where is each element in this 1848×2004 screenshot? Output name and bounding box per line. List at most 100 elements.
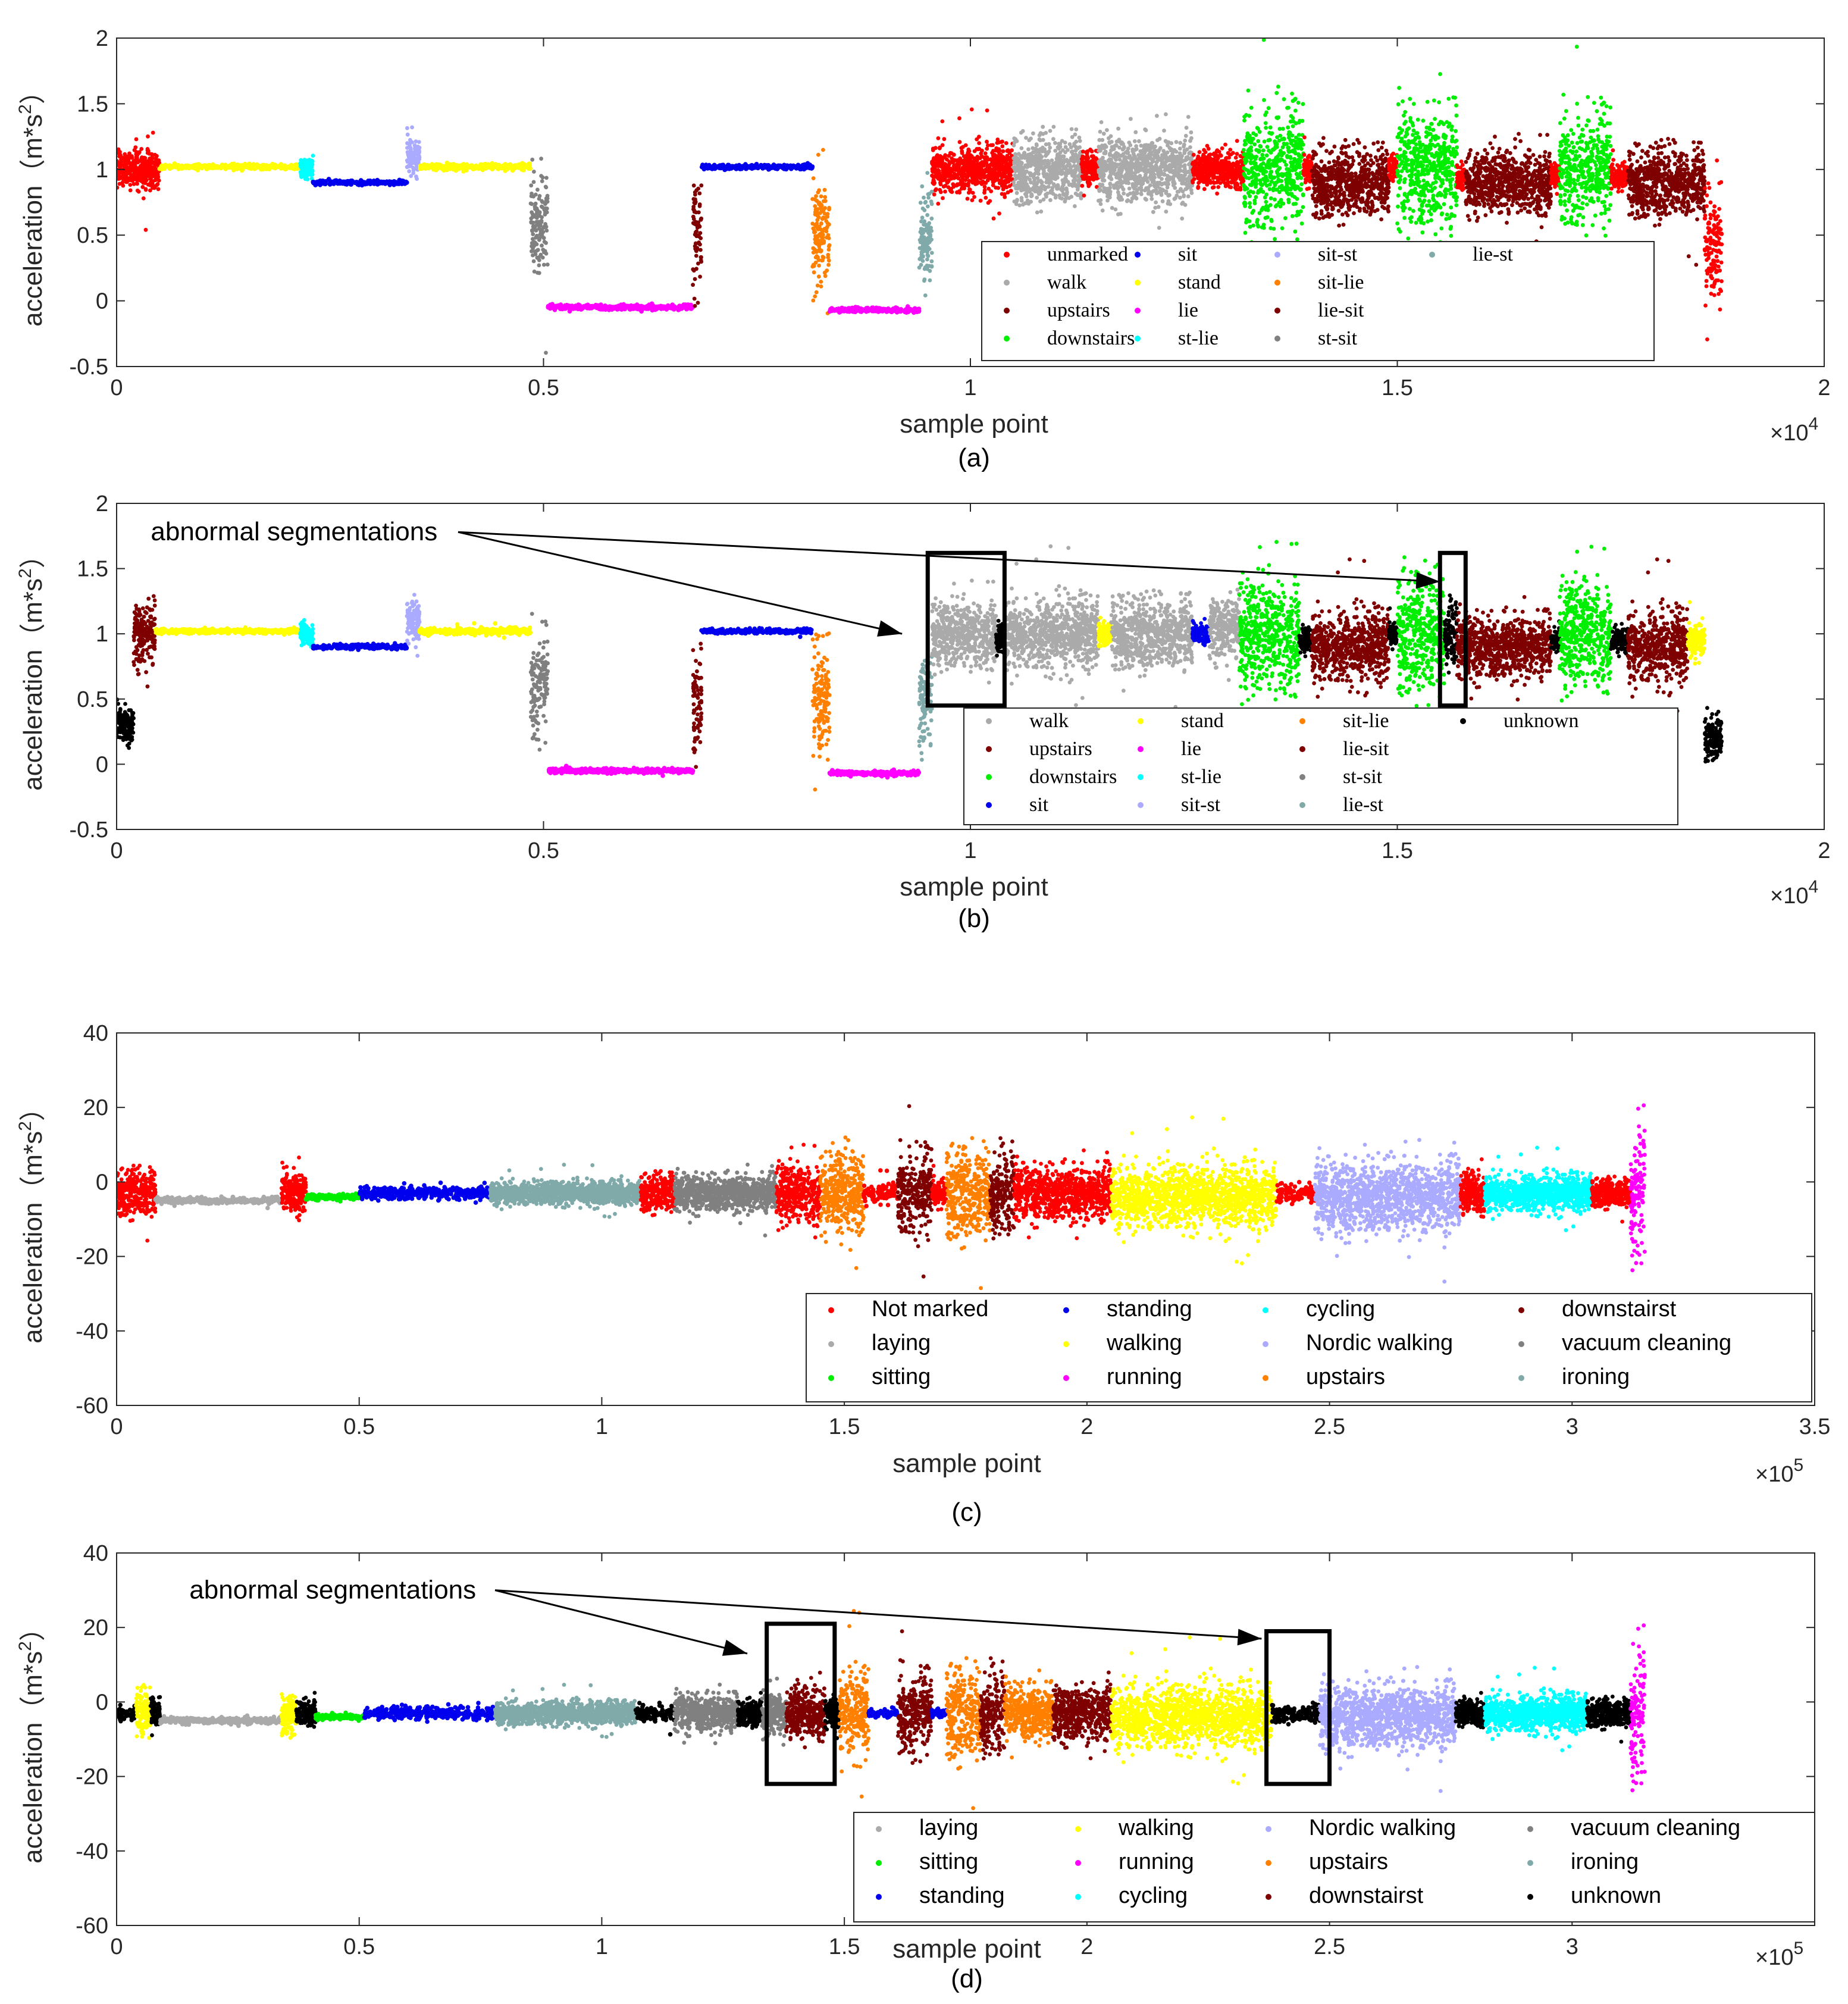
annotation-arrow bbox=[494, 1589, 1262, 1640]
legend-marker bbox=[1138, 718, 1144, 724]
segment-9 bbox=[699, 161, 815, 173]
segment-18 bbox=[1109, 588, 1195, 718]
y-tick-label: 1.5 bbox=[77, 92, 108, 117]
x-axis-label: sample point bbox=[900, 409, 1048, 439]
x-tick-label: 0.5 bbox=[343, 1934, 375, 1959]
segment-21 bbox=[1237, 540, 1301, 721]
x-tick-label: 0 bbox=[110, 1934, 123, 1959]
legend-label: lie-st bbox=[1343, 794, 1384, 816]
legend-marker bbox=[1004, 336, 1010, 342]
legend-label: lie-sit bbox=[1318, 299, 1364, 321]
legend-label: standing bbox=[1107, 1297, 1192, 1322]
legend-box bbox=[853, 1812, 1815, 1922]
x-tick-label: 2 bbox=[1080, 1934, 1093, 1959]
legend-marker bbox=[828, 1375, 834, 1381]
legend-label: Nordic walking bbox=[1306, 1330, 1453, 1355]
segment-20 bbox=[1207, 587, 1242, 682]
legend-label: standing bbox=[919, 1883, 1005, 1908]
segment-24 bbox=[1464, 131, 1553, 243]
y-tick-label: 1 bbox=[96, 158, 108, 183]
segment-4 bbox=[405, 125, 422, 181]
legend-marker bbox=[1063, 1307, 1069, 1313]
annotation-arrow bbox=[458, 531, 1440, 583]
arrow-head bbox=[1237, 1629, 1262, 1646]
legend-label: sit-st bbox=[1318, 243, 1358, 265]
segment-6 bbox=[528, 156, 550, 355]
axes-frame bbox=[116, 1552, 1815, 1926]
legend-label: sit-lie bbox=[1318, 271, 1364, 293]
legend-label: walking bbox=[1118, 1815, 1194, 1840]
segment-3 bbox=[298, 618, 315, 649]
segment-10 bbox=[699, 626, 814, 639]
legend-marker bbox=[1266, 1860, 1271, 1866]
legend-marker bbox=[828, 1307, 834, 1313]
segment-19 bbox=[944, 1656, 982, 1811]
abnormal-box bbox=[1264, 1629, 1332, 1786]
segment-31 bbox=[1625, 557, 1690, 721]
legend-marker bbox=[1518, 1307, 1524, 1313]
x-tick-label: 0.5 bbox=[528, 838, 559, 863]
y-tick-label: -20 bbox=[76, 1765, 108, 1790]
legend-marker bbox=[1263, 1307, 1268, 1313]
y-tick-label: -0.5 bbox=[70, 355, 108, 380]
legend-marker bbox=[1518, 1341, 1524, 1347]
legend-label: downstairs bbox=[1029, 766, 1117, 788]
legend-marker bbox=[986, 718, 992, 724]
panel-caption: (a) bbox=[958, 443, 990, 472]
segment-3 bbox=[311, 177, 409, 188]
segment-7 bbox=[362, 1701, 497, 1724]
segment-17 bbox=[895, 1629, 934, 1765]
segment-14 bbox=[823, 1692, 842, 1740]
segment-27 bbox=[1483, 1665, 1589, 1752]
segment-8 bbox=[774, 1142, 822, 1240]
legend-marker bbox=[1263, 1341, 1268, 1347]
arrow-head bbox=[722, 1639, 748, 1656]
segment-9 bbox=[691, 641, 704, 769]
annotation-label: abnormal segmentations bbox=[151, 517, 437, 546]
y-axis-label: acceleration（m*s2） bbox=[15, 78, 48, 327]
segment-18 bbox=[1313, 1138, 1463, 1284]
annotation-label: abnormal segmentations bbox=[189, 1576, 476, 1605]
legend-marker bbox=[1266, 1826, 1271, 1832]
legend-label: lie bbox=[1181, 738, 1201, 760]
legend-label: st-sit bbox=[1343, 766, 1383, 788]
segment-28 bbox=[1625, 137, 1707, 267]
segment-4 bbox=[311, 641, 409, 652]
y-tick-label: 20 bbox=[83, 1095, 108, 1120]
y-tick-label: 2 bbox=[96, 491, 108, 516]
y-tick-label: -40 bbox=[76, 1839, 108, 1864]
x-tick-label: 0 bbox=[110, 838, 123, 863]
x-axis-label: sample point bbox=[900, 872, 1048, 901]
y-tick-label: 40 bbox=[83, 1541, 108, 1566]
segment-19 bbox=[1458, 1157, 1487, 1219]
legend-label: downstairs bbox=[1047, 327, 1135, 349]
legend-label: ironing bbox=[1562, 1364, 1630, 1389]
segment-8 bbox=[691, 183, 704, 308]
y-tick-label: -0.5 bbox=[70, 818, 108, 843]
segment-11 bbox=[827, 304, 922, 315]
legend-label: lie bbox=[1178, 299, 1198, 321]
legend-label: vacuum cleaning bbox=[1562, 1330, 1731, 1355]
x-tick-label: 2.5 bbox=[1314, 1934, 1345, 1959]
x-tick-label: 1.5 bbox=[829, 1414, 860, 1439]
legend-label: st-lie bbox=[1178, 327, 1219, 349]
segment-11 bbox=[810, 631, 832, 792]
arrow-head bbox=[1415, 572, 1440, 589]
segment-4 bbox=[357, 1181, 493, 1205]
legend-marker bbox=[876, 1894, 882, 1900]
y-tick-label: 0.5 bbox=[77, 223, 108, 248]
legend-label: Not marked bbox=[872, 1297, 988, 1322]
legend-marker bbox=[1075, 1860, 1081, 1866]
panel-caption: (c) bbox=[951, 1498, 982, 1527]
legend-label: laying bbox=[872, 1330, 931, 1355]
legend-label: ironing bbox=[1571, 1849, 1639, 1874]
y-tick-label: -60 bbox=[76, 1914, 108, 1939]
legend-marker bbox=[1299, 718, 1305, 724]
panel-caption: (b) bbox=[958, 904, 990, 933]
segment-2 bbox=[148, 1695, 162, 1737]
segment-8 bbox=[493, 1683, 638, 1739]
legend-label: sit-lie bbox=[1343, 710, 1389, 732]
legend-marker bbox=[1063, 1375, 1069, 1381]
segment-6 bbox=[417, 621, 533, 640]
